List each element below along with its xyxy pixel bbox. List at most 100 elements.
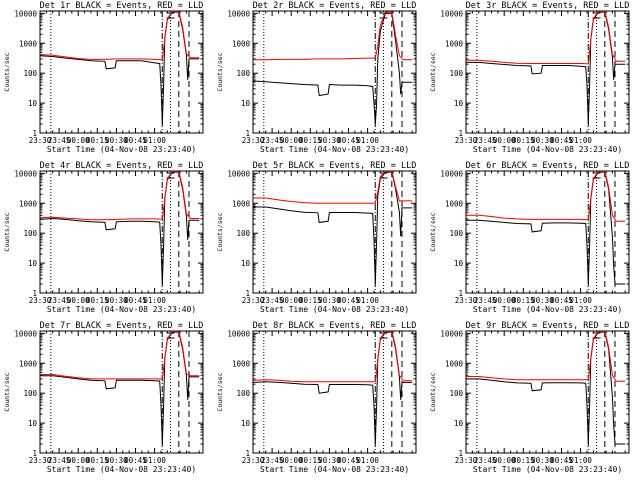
y-tick-label: 1 bbox=[32, 289, 37, 298]
y-axis-label: Counts/sec bbox=[429, 52, 437, 91]
y-tick-label: 100 bbox=[23, 69, 37, 78]
y-tick-label: 1000 bbox=[445, 39, 464, 48]
x-tick-label: 00:30 bbox=[105, 456, 128, 465]
x-tick-label: 23:45 bbox=[261, 456, 284, 465]
x-tick-label: 23:30 bbox=[29, 456, 52, 465]
y-tick-label: 10000 bbox=[14, 169, 37, 178]
y-tick-label: 10 bbox=[241, 259, 251, 268]
x-tick-label: 23:30 bbox=[242, 296, 265, 305]
y-tick-label: 100 bbox=[236, 229, 250, 238]
x-tick-label: 00:00 bbox=[280, 296, 303, 305]
x-tick-label: 01:00 bbox=[569, 456, 592, 465]
y-axis-label: Counts/sec bbox=[3, 212, 11, 251]
x-tick-label: 00:45 bbox=[124, 136, 147, 145]
x-axis-label: Start Time (04-Nov-08 23:23:40) bbox=[47, 145, 196, 154]
x-tick-label: 01:00 bbox=[569, 296, 592, 305]
x-tick-label: 23:45 bbox=[48, 296, 71, 305]
lld-series-line bbox=[253, 11, 413, 61]
x-tick-label: 00:30 bbox=[318, 456, 341, 465]
lld-series-line bbox=[466, 331, 626, 382]
panel-det-7: Det 7r BLACK = Events, RED = LLD 1 10 100 10… bbox=[3, 321, 204, 474]
lld-series-line bbox=[466, 11, 626, 65]
x-tick-label: 23:30 bbox=[242, 456, 265, 465]
y-tick-label: 1000 bbox=[445, 359, 464, 368]
x-tick-label: 00:15 bbox=[86, 296, 109, 305]
events-series-line bbox=[253, 331, 413, 445]
y-tick-label: 1 bbox=[458, 129, 463, 138]
y-tick-label: 10000 bbox=[440, 169, 463, 178]
x-tick-label: 01:00 bbox=[356, 456, 379, 465]
x-tick-label: 23:30 bbox=[455, 456, 478, 465]
panel-title: Det 2r BLACK = Events, RED = LLD bbox=[253, 1, 417, 11]
x-tick-label: 23:30 bbox=[455, 296, 478, 305]
x-tick-label: 23:45 bbox=[474, 296, 497, 305]
panel-title: Det 9r BLACK = Events, RED = LLD bbox=[466, 321, 630, 331]
y-tick-label: 10000 bbox=[440, 329, 463, 338]
panel-det-1: Det 1r BLACK = Events, RED = LLD 1 10 100 10… bbox=[3, 1, 204, 154]
y-tick-label: 1000 bbox=[232, 39, 251, 48]
y-tick-label: 10 bbox=[454, 419, 464, 428]
y-tick-label: 1 bbox=[245, 289, 250, 298]
plot-frame bbox=[252, 170, 417, 294]
y-tick-label: 10 bbox=[241, 419, 251, 428]
y-tick-label: 1000 bbox=[19, 359, 38, 368]
x-tick-label: 00:15 bbox=[512, 456, 535, 465]
x-tick-label: 23:45 bbox=[474, 456, 497, 465]
x-tick-label: 00:45 bbox=[337, 456, 360, 465]
x-tick-label: 23:30 bbox=[455, 136, 478, 145]
y-tick-label: 10000 bbox=[440, 9, 463, 18]
plot-frame bbox=[252, 10, 417, 134]
panel-title: Det 4r BLACK = Events, RED = LLD bbox=[40, 161, 204, 171]
events-series-line bbox=[466, 171, 626, 285]
x-tick-label: 00:30 bbox=[318, 136, 341, 145]
y-tick-label: 1 bbox=[458, 449, 463, 458]
lld-series-line bbox=[40, 11, 200, 61]
plot-frame bbox=[465, 170, 630, 294]
y-tick-label: 1 bbox=[32, 129, 37, 138]
x-tick-label: 00:15 bbox=[299, 296, 322, 305]
panel-det-6: Det 6r BLACK = Events, RED = LLD 1 10 100 10… bbox=[429, 161, 630, 314]
x-tick-label: 00:00 bbox=[280, 456, 303, 465]
y-axis-label: Counts/sec bbox=[216, 372, 224, 411]
x-tick-label: 00:00 bbox=[280, 136, 303, 145]
y-tick-label: 10 bbox=[454, 99, 464, 108]
lld-series-line bbox=[253, 331, 413, 383]
y-tick-label: 1 bbox=[245, 449, 250, 458]
x-axis-label: Start Time (04-Nov-08 23:23:40) bbox=[260, 465, 409, 474]
y-tick-label: 1000 bbox=[232, 199, 251, 208]
x-tick-label: 00:00 bbox=[493, 456, 516, 465]
y-tick-label: 100 bbox=[23, 229, 37, 238]
x-tick-label: 00:30 bbox=[105, 136, 128, 145]
lld-series-line bbox=[40, 171, 200, 221]
panel-title: Det 3r BLACK = Events, RED = LLD bbox=[466, 1, 630, 11]
events-series-line bbox=[40, 171, 200, 285]
plot-frame bbox=[465, 330, 630, 454]
events-series-line bbox=[40, 331, 200, 445]
y-axis-label: Counts/sec bbox=[429, 372, 437, 411]
x-tick-label: 00:00 bbox=[67, 456, 90, 465]
y-tick-label: 1000 bbox=[19, 39, 38, 48]
x-tick-label: 23:45 bbox=[48, 456, 71, 465]
y-tick-label: 100 bbox=[449, 69, 463, 78]
x-tick-label: 23:45 bbox=[261, 296, 284, 305]
x-tick-label: 00:30 bbox=[531, 456, 554, 465]
x-tick-label: 01:00 bbox=[143, 136, 166, 145]
x-tick-label: 23:45 bbox=[261, 136, 284, 145]
plot-frame bbox=[39, 170, 204, 294]
y-axis-label: Counts/sec bbox=[429, 212, 437, 251]
x-tick-label: 00:15 bbox=[86, 136, 109, 145]
x-tick-label: 00:45 bbox=[337, 296, 360, 305]
y-tick-label: 10000 bbox=[14, 9, 37, 18]
x-tick-label: 23:30 bbox=[29, 296, 52, 305]
x-axis-label: Start Time (04-Nov-08 23:23:40) bbox=[473, 465, 622, 474]
x-tick-label: 00:15 bbox=[299, 136, 322, 145]
events-series-line bbox=[253, 12, 413, 125]
panel-title: Det 8r BLACK = Events, RED = LLD bbox=[253, 321, 417, 331]
y-tick-label: 10000 bbox=[14, 329, 37, 338]
y-axis-label: Counts/sec bbox=[216, 212, 224, 251]
x-tick-label: 00:30 bbox=[105, 296, 128, 305]
x-tick-label: 01:00 bbox=[143, 456, 166, 465]
x-tick-label: 00:30 bbox=[531, 296, 554, 305]
plot-frame bbox=[39, 10, 204, 134]
x-tick-label: 00:45 bbox=[550, 136, 573, 145]
